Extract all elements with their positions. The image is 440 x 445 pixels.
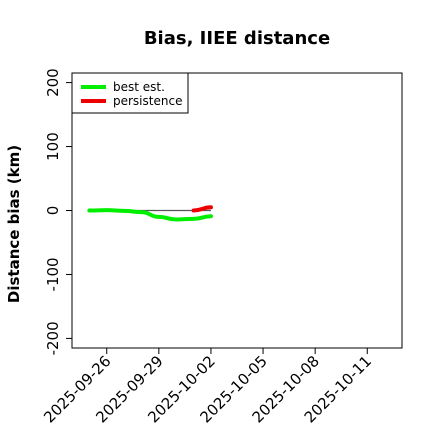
chart-title: Bias, IIEE distance (144, 28, 330, 49)
y-axis: -200 -100 0 100 200 (44, 68, 72, 355)
y-tick-label: 0 (44, 206, 62, 216)
legend-box (71, 72, 189, 114)
y-tick-label: 200 (44, 68, 62, 97)
y-axis-label: Distance bias (km) (5, 145, 23, 303)
y-tick-label: -100 (44, 257, 62, 291)
plot-lines (87, 205, 213, 222)
legend-label: best est. (113, 80, 165, 94)
y-tick-label: -200 (44, 321, 62, 355)
series-line-best-est (87, 208, 213, 222)
legend: best est.persistence (71, 72, 189, 114)
series-line-persistence (191, 205, 213, 213)
y-tick-label: 100 (44, 132, 62, 161)
legend-label: persistence (113, 94, 182, 108)
x-axis: 2025-09-262025-09-292025-10-022025-10-05… (40, 348, 375, 426)
